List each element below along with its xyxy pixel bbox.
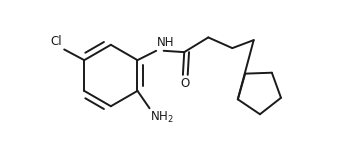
Text: NH: NH [157, 36, 174, 49]
Text: Cl: Cl [50, 35, 62, 48]
Text: O: O [180, 77, 189, 90]
Text: NH$_2$: NH$_2$ [150, 110, 174, 125]
